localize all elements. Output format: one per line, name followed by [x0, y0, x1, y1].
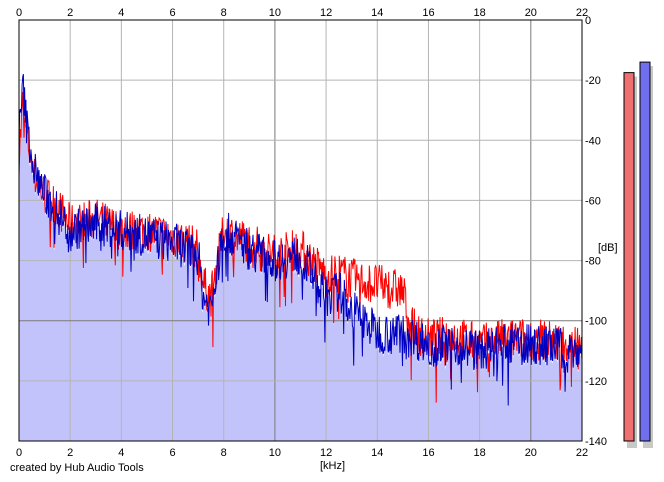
x-tick-label-bottom: 10	[269, 447, 281, 459]
x-tick-label-top: 10	[269, 7, 281, 19]
y-tick-label: -60	[585, 195, 601, 207]
credit-text: created by Hub Audio Tools	[10, 462, 144, 474]
y-tick-label: -40	[585, 135, 601, 147]
x-tick-label-top: 16	[422, 7, 434, 19]
x-tick-label-top: 6	[169, 7, 175, 19]
x-tick-label-bottom: 0	[16, 447, 22, 459]
spectrum-area-fill	[19, 95, 582, 441]
level-meter-right	[639, 61, 651, 442]
x-tick-label-top: 18	[474, 7, 486, 19]
x-tick-label-bottom: 20	[525, 447, 537, 459]
series-line-1	[18, 73, 583, 406]
x-tick-label-top: 0	[16, 7, 22, 19]
x-tick-label-top: 12	[320, 7, 332, 19]
x-tick-label-bottom: 18	[474, 447, 486, 459]
y-tick-label: 0	[585, 15, 591, 27]
y-tick-label: -20	[585, 75, 601, 87]
y-tick-label: -80	[585, 256, 601, 268]
plot-frame	[18, 19, 583, 442]
x-tick-label-bottom: 12	[320, 447, 332, 459]
x-tick-label-top: 20	[525, 7, 537, 19]
x-tick-label-top: 8	[221, 7, 227, 19]
x-tick-label-top: 4	[118, 7, 124, 19]
level-meter-left	[623, 72, 635, 442]
x-tick-label-top: 2	[67, 7, 73, 19]
y-axis-label: [dB]	[598, 242, 618, 254]
x-tick-label-top: 14	[371, 7, 383, 19]
y-tick-label: -120	[585, 376, 607, 388]
x-tick-label-bottom: 8	[221, 447, 227, 459]
x-tick-label-top: 22	[576, 7, 588, 19]
y-tick-label: -100	[585, 316, 607, 328]
x-axis-label: [kHz]	[320, 460, 345, 472]
y-tick-label: -140	[585, 436, 607, 448]
x-tick-label-bottom: 4	[118, 447, 124, 459]
x-tick-label-bottom: 2	[67, 447, 73, 459]
x-tick-label-bottom: 6	[169, 447, 175, 459]
x-tick-label-bottom: 14	[371, 447, 383, 459]
x-tick-label-bottom: 16	[422, 447, 434, 459]
x-tick-label-bottom: 22	[576, 447, 588, 459]
